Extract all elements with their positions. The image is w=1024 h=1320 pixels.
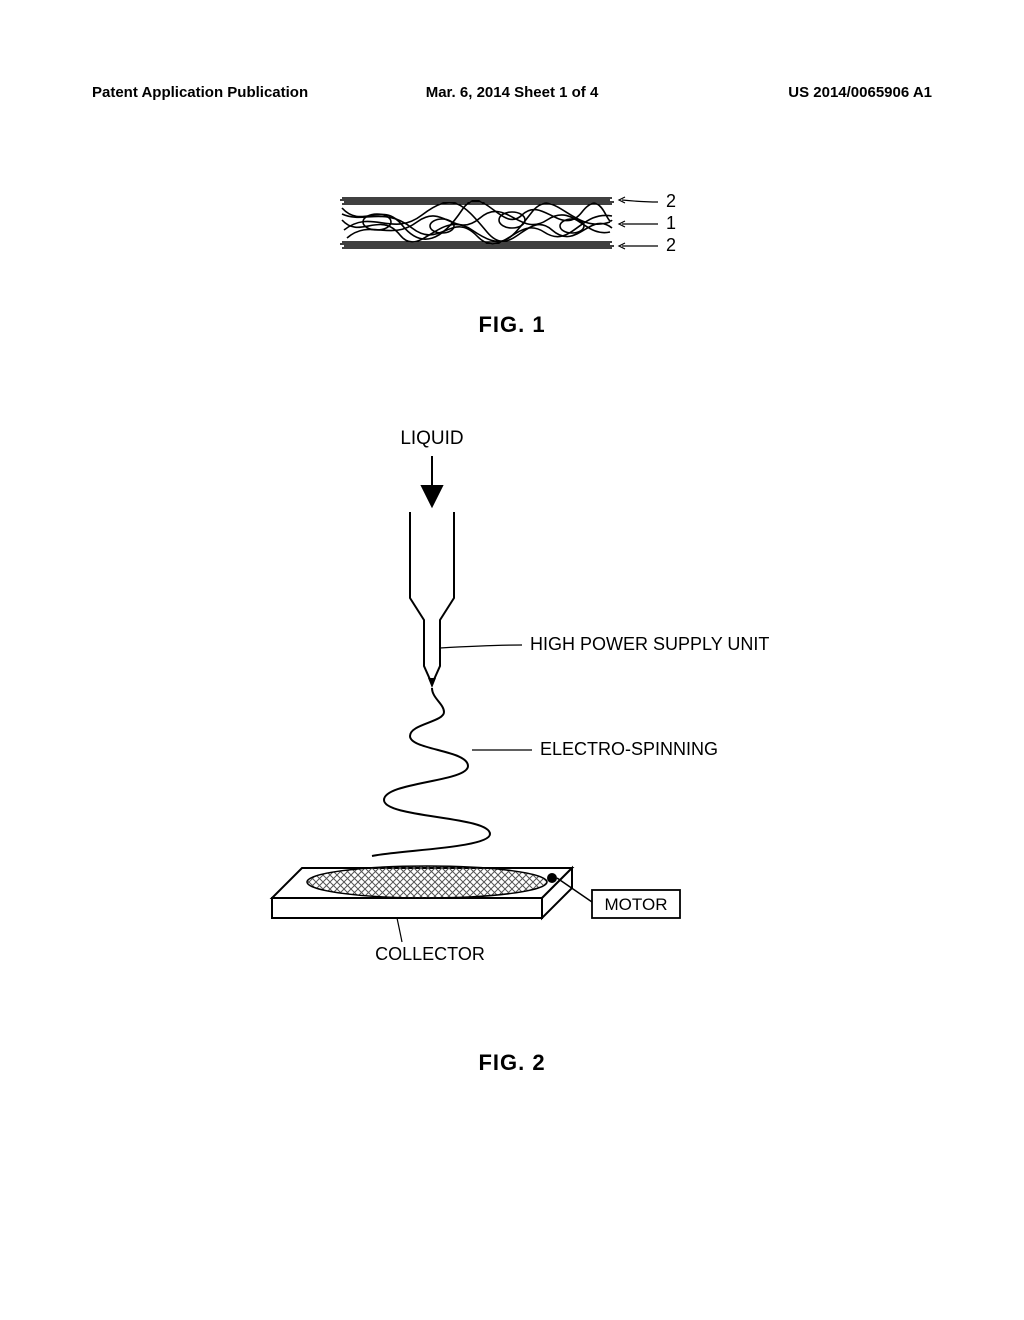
fig2-caption: FIG. 2 — [0, 1050, 1024, 1076]
fig1-label-top: 2 — [666, 191, 676, 211]
fig2-label-motor: MOTOR — [605, 895, 668, 914]
fig1-drawing: 2 1 2 — [322, 180, 702, 280]
fig1-label-bottom: 2 — [666, 235, 676, 255]
fig1-caption: FIG. 1 — [0, 312, 1024, 338]
fig2-label-spinning: ELECTRO-SPINNING — [540, 739, 718, 759]
header-publication-type: Patent Application Publication — [92, 84, 308, 101]
fig2-drawing: LIQUID HIGH POWER SUPPLY UNIT ELECTRO-SP… — [232, 420, 792, 980]
fig2-motor-node — [547, 873, 557, 883]
figure-2: LIQUID HIGH POWER SUPPLY UNIT ELECTRO-SP… — [0, 420, 1024, 980]
fig2-label-liquid: LIQUID — [400, 428, 463, 449]
figure-1: 2 1 2 — [0, 180, 1024, 280]
fig2-deposit — [307, 866, 547, 898]
fig1-label-middle: 1 — [666, 213, 676, 233]
page-header: Patent Application Publication Mar. 6, 2… — [0, 84, 1024, 101]
header-date-sheet: Mar. 6, 2014 Sheet 1 of 4 — [426, 84, 599, 101]
fig2-label-power: HIGH POWER SUPPLY UNIT — [530, 634, 769, 654]
fig2-label-collector: COLLECTOR — [375, 944, 485, 964]
header-pub-number: US 2014/0065906 A1 — [788, 84, 932, 101]
